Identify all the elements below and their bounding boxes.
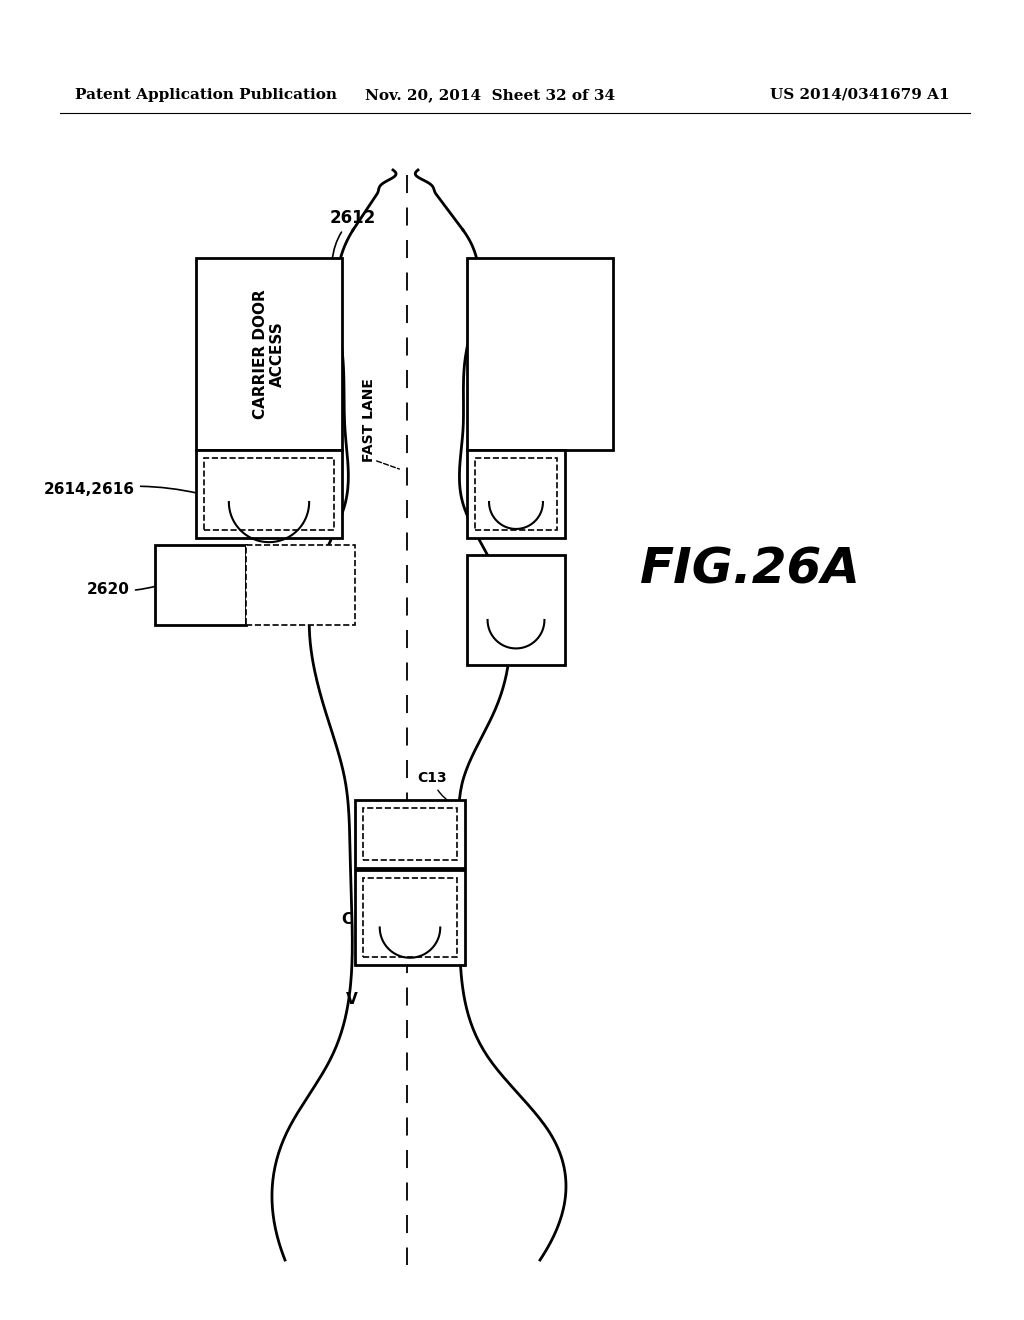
Text: FIG.26A: FIG.26A — [640, 546, 860, 594]
Text: V: V — [346, 993, 357, 1007]
Text: C13: C13 — [417, 771, 453, 804]
Bar — [355, 800, 465, 869]
Text: 2620: 2620 — [87, 582, 158, 598]
Polygon shape — [272, 230, 566, 1261]
Bar — [204, 458, 334, 531]
Bar — [355, 870, 465, 965]
Text: Patent Application Publication: Patent Application Publication — [75, 88, 337, 102]
Text: C: C — [341, 912, 368, 928]
Text: FAST LANE: FAST LANE — [362, 378, 376, 462]
Bar — [246, 545, 355, 624]
Text: US 2014/0341679 A1: US 2014/0341679 A1 — [770, 88, 950, 102]
Bar — [467, 450, 565, 539]
Bar — [196, 257, 342, 450]
Bar — [475, 458, 557, 531]
Polygon shape — [353, 170, 463, 230]
Bar — [467, 257, 613, 450]
Text: 2612: 2612 — [330, 209, 376, 260]
Bar — [467, 554, 565, 665]
Text: CARRIER DOOR
ACCESS: CARRIER DOOR ACCESS — [253, 289, 286, 418]
Bar — [155, 545, 246, 624]
Bar — [362, 878, 457, 957]
Bar — [196, 450, 342, 539]
Text: 2614,2616: 2614,2616 — [44, 483, 199, 498]
Text: Nov. 20, 2014  Sheet 32 of 34: Nov. 20, 2014 Sheet 32 of 34 — [365, 88, 615, 102]
Bar — [362, 808, 457, 861]
